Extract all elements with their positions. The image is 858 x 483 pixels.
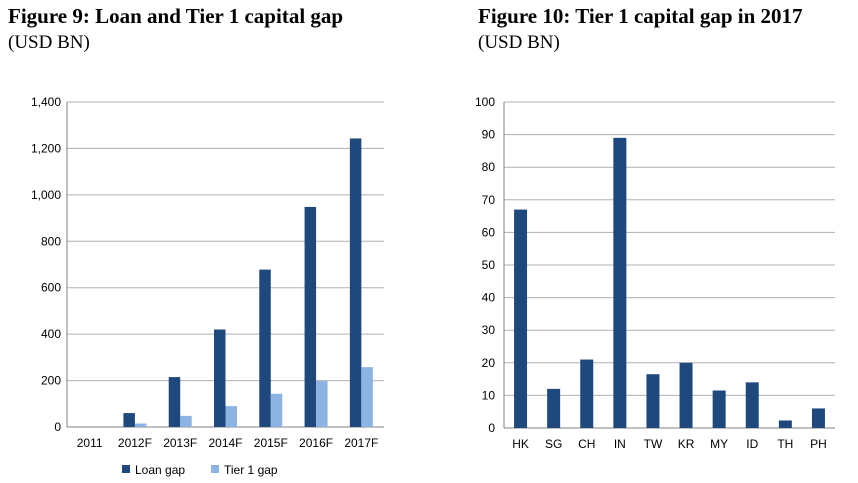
bar-loan-gap [168, 377, 181, 427]
y-tick-label: 20 [482, 356, 496, 370]
tier1-gap-2017-chart: 0 10 20 30 40 50 60 70 80 90 100 HK SG CH IN TW KR MY ID TH… [475, 95, 835, 451]
y-tick-label: 100 [475, 95, 495, 109]
x-tick-label: HK [512, 437, 529, 451]
legend-label-loan-gap: Loan gap [135, 463, 185, 477]
x-tick-label: 2016F [299, 436, 333, 450]
y-tick-label: 200 [41, 374, 61, 388]
x-tick-label: 2013F [163, 436, 197, 450]
x-tick-label: TW [644, 437, 663, 451]
bar-tier1-gap [361, 367, 373, 427]
x-tick-label: SG [545, 437, 562, 451]
bar-loan-gap [259, 269, 271, 427]
y-tick-label: 0 [54, 420, 61, 434]
legend-swatch-loan-gap [122, 465, 130, 473]
x-tick-label: ID [746, 437, 758, 451]
bar-hk [514, 209, 528, 428]
y-tick-label: 400 [41, 327, 61, 341]
y-tick-label: 90 [482, 128, 496, 142]
bar-in [613, 137, 627, 429]
bar-tier1-gap [225, 406, 237, 427]
bar-my [712, 390, 726, 428]
legend-swatch-tier1-gap [211, 465, 219, 473]
y-tick-label: 0 [488, 421, 495, 435]
x-tick-label: 2017F [344, 436, 378, 450]
y-tick-label: 1,400 [31, 95, 61, 109]
figure-10-subtitle: (USD BN) [478, 32, 560, 53]
x-tick-label: 2014F [208, 436, 242, 450]
y-tick-label: 600 [41, 281, 61, 295]
y-tick-label: 50 [482, 258, 496, 272]
loan-tier1-gap-chart: 0 200 400 600 800 1,000 1,200 1,400 2011 2012F 201… [31, 95, 384, 477]
figure-9-title: Figure 9: Loan and Tier 1 capital gap [8, 4, 344, 28]
bar-tier1-gap [270, 393, 283, 427]
figure-10-title: Figure 10: Tier 1 capital gap in 2017 [478, 4, 803, 28]
y-tick-label: 1,200 [31, 141, 61, 155]
bar-kr [679, 362, 693, 428]
bar-id [745, 382, 759, 428]
bar-ph [811, 408, 825, 428]
x-tick-label: 2011 [77, 436, 103, 450]
bar-th [778, 420, 792, 428]
bar-loan-gap [123, 413, 135, 427]
y-tick-label: 800 [41, 234, 61, 248]
x-tick-label: IN [614, 437, 626, 451]
y-tick-label: 70 [482, 193, 496, 207]
x-tick-label: PH [810, 437, 827, 451]
bar-sg [547, 388, 561, 428]
y-tick-label: 40 [482, 291, 496, 305]
bar-ch [580, 359, 594, 428]
x-tick-label: KR [678, 437, 695, 451]
legend-label-tier1-gap: Tier 1 gap [224, 463, 278, 477]
x-tick-label: TH [777, 437, 793, 451]
figure-9-subtitle: (USD BN) [8, 32, 90, 53]
x-tick-label: MY [710, 437, 728, 451]
x-tick-label: 2015F [254, 436, 288, 450]
y-tick-label: 80 [482, 160, 496, 174]
bar-loan-gap [214, 329, 226, 427]
y-tick-label: 60 [482, 225, 496, 239]
bar-tw [646, 374, 660, 428]
x-tick-label: 2012F [118, 436, 152, 450]
bar-tier1-gap [180, 415, 192, 427]
bar-tier1-gap [316, 381, 328, 427]
bar-loan-gap [349, 138, 362, 428]
y-tick-label: 10 [482, 388, 496, 402]
y-tick-label: 30 [482, 323, 496, 337]
y-tick-label: 1,000 [31, 188, 61, 202]
bar-tier1-gap [134, 423, 147, 427]
bar-loan-gap [304, 206, 317, 427]
x-tick-label: CH [578, 437, 595, 451]
